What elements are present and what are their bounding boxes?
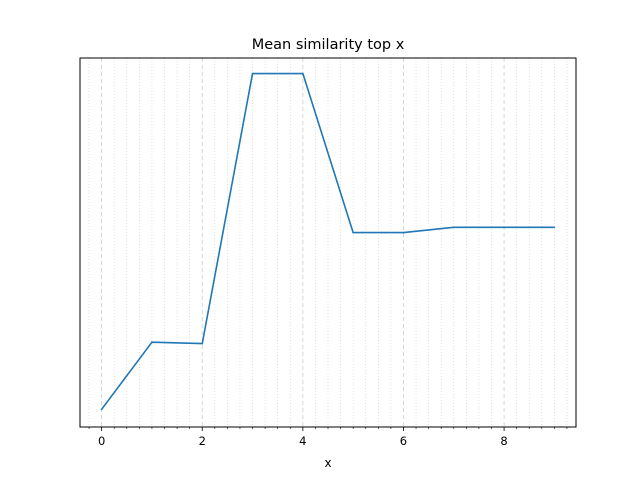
data-point xyxy=(251,72,254,75)
series-line xyxy=(100,72,555,410)
data-point xyxy=(302,72,304,75)
x-tick-label: 2 xyxy=(199,434,206,448)
data-point xyxy=(553,226,556,229)
x-axis-ticks: 0 2 4 6 8 xyxy=(88,427,568,448)
data-point xyxy=(452,226,455,229)
minor-gridlines xyxy=(88,58,568,427)
major-gridlines xyxy=(101,58,505,427)
x-tick-label: 8 xyxy=(500,434,507,448)
x-tick-label: 6 xyxy=(400,434,407,448)
data-point xyxy=(402,231,405,234)
data-point xyxy=(100,408,103,411)
data-point xyxy=(352,231,354,234)
data-point xyxy=(151,341,153,343)
data-point xyxy=(201,342,204,345)
series-layer xyxy=(100,72,556,411)
x-tick-label: 0 xyxy=(98,434,105,448)
x-tick-label: 4 xyxy=(299,434,306,448)
data-point xyxy=(503,226,505,229)
x-axis-label: x xyxy=(324,456,331,470)
plot-frame xyxy=(79,57,577,428)
chart-title: Mean similarity top x xyxy=(252,37,405,53)
